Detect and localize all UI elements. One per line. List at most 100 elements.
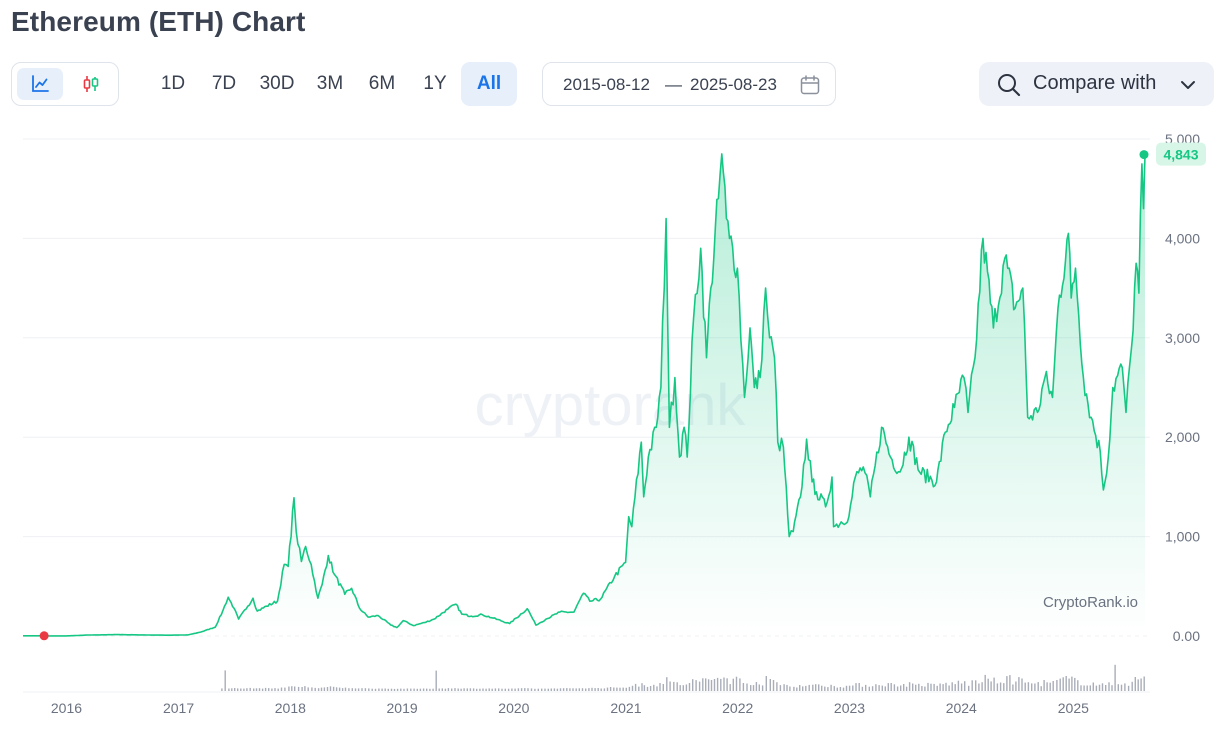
volume-bar: [332, 686, 335, 691]
volume-bar: [511, 688, 513, 691]
volume-bar: [739, 678, 741, 691]
volume-bar: [264, 687, 267, 691]
volume-bar: [544, 688, 546, 691]
volume-bar: [705, 678, 707, 691]
volume-bar: [368, 688, 370, 691]
start-point[interactable]: [39, 631, 49, 641]
end-point[interactable]: [1139, 150, 1149, 160]
volume-bar: [585, 688, 587, 691]
volume-bar: [1031, 683, 1033, 691]
volume-bar: [476, 688, 478, 691]
volume-bar: [1006, 676, 1008, 691]
volume-bar: [799, 685, 801, 691]
volume-bar: [482, 688, 484, 691]
line-chart-icon: [32, 75, 49, 92]
date-range-picker[interactable]: 2015-08-12 — 2025-08-23: [542, 62, 836, 106]
x-tick-label: 2018: [275, 700, 306, 716]
volume-bar: [224, 670, 226, 691]
candlestick-chart-button[interactable]: [68, 68, 114, 100]
volume-bar: [653, 684, 655, 691]
volume-bar: [927, 682, 929, 691]
volume-bar: [726, 678, 728, 691]
volume-bar: [341, 688, 344, 691]
range-1y-button[interactable]: 1Y: [423, 73, 447, 94]
volume-bar: [240, 688, 242, 691]
volume-bar: [472, 688, 475, 691]
range-all-button[interactable]: All: [461, 62, 517, 106]
range-3m-button[interactable]: 3M: [316, 73, 344, 94]
volume-bar: [274, 688, 276, 691]
volume-bar: [594, 688, 596, 691]
volume-bar: [868, 686, 870, 691]
volume-bar: [960, 683, 963, 691]
volume-bar: [945, 682, 947, 691]
volume-bar: [517, 688, 520, 691]
range-1d-button[interactable]: 1D: [160, 73, 186, 94]
volume-bar: [613, 687, 615, 691]
volume-bar: [1143, 676, 1145, 691]
volume-bar: [591, 687, 593, 691]
calendar-icon[interactable]: [799, 74, 821, 96]
volume-bar: [393, 688, 396, 691]
volume-bar: [646, 686, 649, 691]
price-area: [23, 153, 1145, 636]
volume-bar: [569, 688, 571, 691]
volume-bar: [900, 685, 902, 691]
volume-bar: [793, 686, 795, 691]
volume-bar: [416, 688, 418, 691]
volume-bar: [769, 679, 771, 691]
x-tick-label: 2024: [946, 700, 977, 716]
volume-bar: [1095, 685, 1098, 691]
range-30d-button[interactable]: 30D: [259, 73, 295, 94]
volume-bar: [951, 682, 953, 691]
volume-bar: [348, 688, 350, 691]
volume-bar: [1037, 682, 1039, 691]
volume-bar: [323, 687, 326, 691]
chart-type-toggle: [11, 62, 119, 106]
volume-bar: [504, 688, 506, 691]
volume-bar: [981, 682, 983, 691]
volume-bar: [638, 686, 640, 691]
volume-bar: [908, 682, 911, 691]
volume-bar: [1108, 682, 1110, 691]
volume-bar: [915, 684, 917, 691]
volume-bar: [996, 683, 999, 691]
volume-bar: [403, 688, 405, 691]
volume-bar: [702, 678, 704, 691]
range-7d-button[interactable]: 7D: [211, 73, 237, 94]
volume-bar: [1071, 676, 1073, 691]
x-tick-label: 2016: [51, 700, 82, 716]
search-icon: [998, 74, 1021, 97]
compare-with-dropdown[interactable]: Compare with: [979, 62, 1214, 106]
line-chart-button[interactable]: [17, 68, 63, 100]
range-6m-button[interactable]: 6M: [368, 73, 396, 94]
x-tick-label: 2019: [387, 700, 418, 716]
volume-bar: [249, 687, 251, 691]
volume-bar: [836, 687, 838, 691]
volume-bar: [1105, 685, 1107, 691]
volume-bar: [845, 685, 848, 691]
volume-bar: [384, 688, 386, 691]
x-tick-label: 2017: [163, 700, 194, 716]
volume-bar: [688, 683, 691, 691]
volume-bar: [1027, 682, 1030, 691]
volume-bar: [957, 680, 960, 691]
volume-bar: [1117, 684, 1119, 691]
volume-bar: [821, 685, 823, 691]
volume-bar: [993, 677, 995, 691]
volume-bar: [884, 686, 886, 691]
volume-bar: [1049, 682, 1051, 691]
last-value-label: 4,843: [1163, 147, 1198, 163]
volume-bar: [881, 685, 883, 691]
volume-bar: [237, 688, 239, 691]
volume-bar: [550, 688, 552, 691]
volume-bar: [1080, 685, 1082, 691]
volume-bar: [936, 685, 938, 691]
volume-bar: [288, 686, 290, 691]
volume-bar: [335, 687, 338, 691]
last-value-badge: [1156, 142, 1206, 166]
volume-bar: [723, 677, 725, 691]
chevron-down-icon: [1181, 81, 1195, 89]
volume-bar: [720, 678, 722, 691]
volume-bar: [729, 684, 731, 691]
